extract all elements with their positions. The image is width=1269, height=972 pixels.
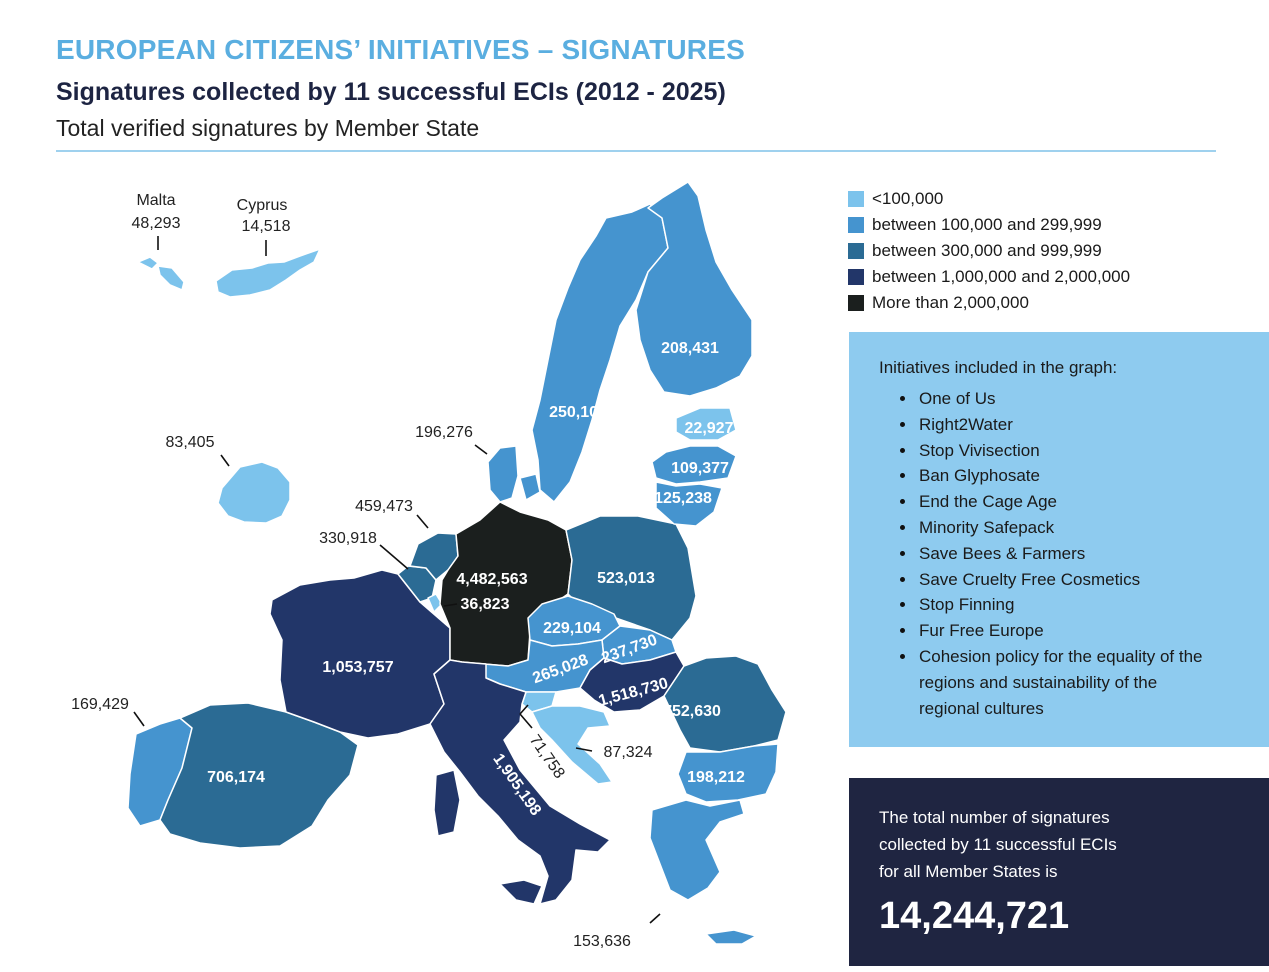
list-item: One of Us [917, 386, 1269, 412]
label-sweden: 250,103 [549, 404, 607, 421]
total-text-line: The total number of signatures [879, 808, 1110, 827]
legend-swatch [848, 217, 864, 233]
legend-item: between 100,000 and 299,999 [848, 212, 1130, 238]
country-italy [429, 659, 611, 905]
list-item: End the Cage Age [917, 489, 1269, 515]
page-title: Signatures collected by 11 successful EC… [56, 78, 726, 106]
list-item: Stop Finning [917, 592, 1269, 618]
label-poland: 523,013 [597, 570, 655, 587]
legend-item: More than 2,000,000 [848, 290, 1130, 316]
country-romania [663, 655, 787, 753]
total-text-line: for all Member States is [879, 862, 1058, 881]
initiatives-panel: Initiatives included in the graph: One o… [849, 332, 1269, 747]
page-subtitle: Total verified signatures by Member Stat… [56, 115, 480, 141]
list-item: Save Bees & Farmers [917, 541, 1269, 567]
label-spain: 706,174 [207, 769, 265, 786]
list-item: Stop Vivisection [917, 438, 1269, 464]
label-cyprus-name: Cyprus [237, 197, 288, 214]
legend-swatch [848, 243, 864, 259]
country-finland [635, 181, 753, 397]
label-bulgaria: 198,212 [687, 769, 745, 786]
total-panel: The total number of signatures collected… [849, 778, 1269, 966]
page-kicker: EUROPEAN CITIZENS’ INITIATIVES – SIGNATU… [56, 34, 745, 65]
legend-item: <100,000 [848, 186, 1130, 212]
legend-swatch [848, 191, 864, 207]
country-estonia [675, 407, 737, 441]
country-denmark [487, 445, 541, 503]
legend-label: between 1,000,000 and 2,000,000 [872, 267, 1131, 286]
label-finland: 208,431 [661, 340, 719, 357]
total-text-line: collected by 11 successful ECIs [879, 835, 1117, 854]
label-netherlands: 459,473 [355, 498, 413, 515]
legend: <100,000 between 100,000 and 299,999 bet… [848, 186, 1130, 316]
legend-item: between 1,000,000 and 2,000,000 [848, 264, 1130, 290]
label-lithuania: 125,238 [654, 490, 712, 507]
label-croatia: 87,324 [604, 744, 653, 761]
list-item: Minority Safepack [917, 515, 1269, 541]
label-malta-value: 48,293 [132, 215, 181, 232]
label-greece: 153,636 [573, 933, 631, 950]
legend-label: between 300,000 and 999,999 [872, 241, 1102, 260]
label-romania: 752,630 [663, 703, 721, 720]
label-france: 1,053,757 [322, 659, 393, 676]
legend-label: More than 2,000,000 [872, 293, 1029, 312]
legend-swatch [848, 269, 864, 285]
country-malta [137, 256, 185, 291]
label-luxembourg: 36,823 [461, 596, 510, 613]
country-cyprus [215, 248, 321, 298]
list-item: Cohesion policy for the equality of the … [917, 644, 1219, 721]
legend-label: <100,000 [872, 189, 944, 208]
legend-item: between 300,000 and 999,999 [848, 238, 1130, 264]
label-denmark: 196,276 [415, 424, 473, 441]
country-latvia [651, 445, 737, 485]
initiatives-list: One of Us Right2Water Stop Vivisection B… [879, 386, 1269, 721]
country-greece [649, 799, 757, 945]
label-cyprus-value: 14,518 [242, 218, 291, 235]
eu-map: Malta 48,293 Cyprus 14,518 83,405 196,27… [71, 181, 787, 950]
header: EUROPEAN CITIZENS’ INITIATIVES – SIGNATU… [56, 34, 1216, 142]
label-latvia: 109,377 [671, 460, 729, 477]
label-belgium: 330,918 [319, 530, 377, 547]
label-portugal: 169,429 [71, 696, 129, 713]
label-malta-name: Malta [136, 192, 175, 209]
list-item: Fur Free Europe [917, 618, 1269, 644]
total-value: 14,244,721 [879, 895, 1070, 937]
legend-label: between 100,000 and 299,999 [872, 215, 1102, 234]
header-divider [56, 150, 1216, 152]
label-czechia: 229,104 [543, 620, 601, 637]
label-germany: 4,482,563 [456, 571, 527, 588]
country-lithuania [655, 481, 723, 527]
label-estonia: 22,927 [685, 420, 734, 437]
initiatives-heading: Initiatives included in the graph: [879, 358, 1118, 377]
label-ireland: 83,405 [166, 434, 215, 451]
country-ireland [217, 461, 291, 524]
country-croatia [531, 705, 613, 785]
list-item: Right2Water [917, 412, 1269, 438]
list-item: Save Cruelty Free Cosmetics [917, 567, 1269, 593]
list-item: Ban Glyphosate [917, 463, 1269, 489]
legend-swatch [848, 295, 864, 311]
country-bulgaria [677, 743, 779, 803]
